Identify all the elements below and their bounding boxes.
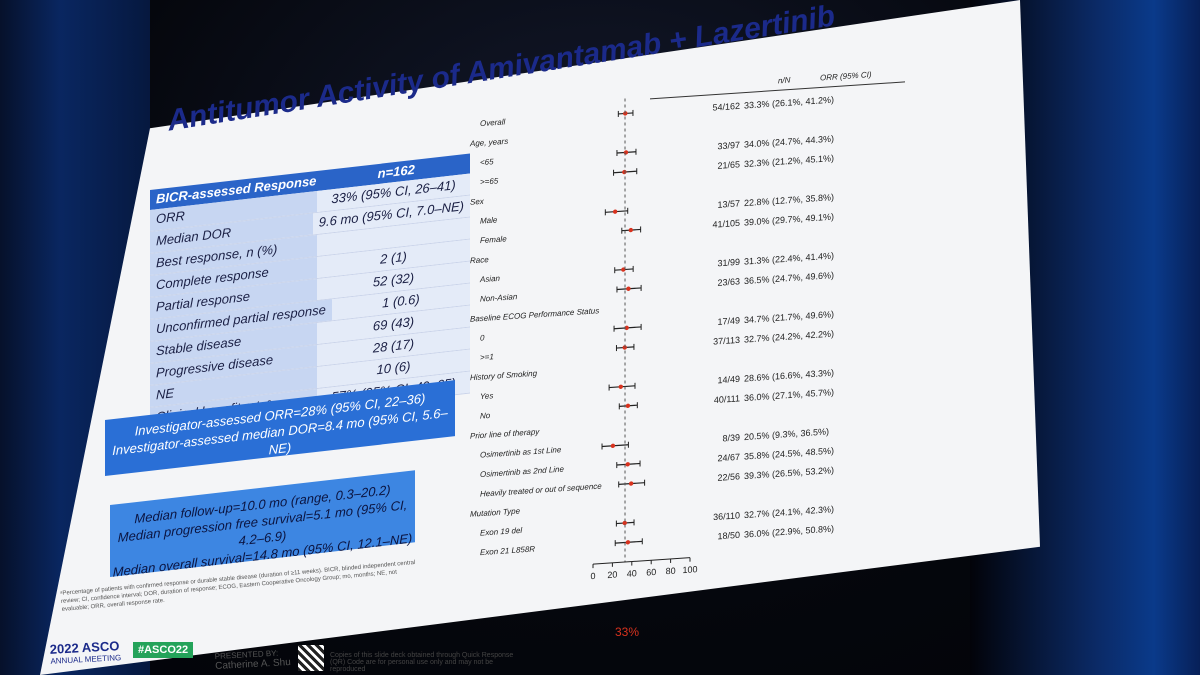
forest-axis-tick-label: 80 — [666, 566, 676, 577]
forest-point — [612, 209, 618, 214]
forest-nN: 24/67 — [717, 452, 740, 463]
forest-x-axis — [593, 557, 690, 565]
forest-row-label: Exon 19 del — [480, 526, 522, 538]
forest-row-label: Overall — [480, 117, 506, 128]
forest-nN: 14/49 — [717, 374, 740, 385]
forest-ci-line — [602, 444, 629, 448]
forest-nN: 13/57 — [717, 198, 740, 209]
forest-orr-ci: 39.0% (29.7%, 49.1%) — [744, 212, 834, 228]
forest-row-label: Mutation Type — [470, 506, 521, 518]
forest-orr-ci: 32.7% (24.1%, 42.3%) — [744, 504, 834, 520]
forest-orr-ci: 36.0% (27.1%, 45.7%) — [744, 387, 834, 403]
forest-axis-tick-label: 40 — [627, 568, 637, 579]
forest-point — [626, 286, 631, 291]
forest-row-label: Osimertinib as 2nd Line — [480, 465, 565, 480]
forest-axis-tick-label: 20 — [607, 570, 617, 581]
forest-point — [621, 267, 626, 272]
qr-code-icon — [298, 645, 324, 671]
forest-axis-tick-label: 60 — [646, 567, 656, 578]
forest-nN: 21/65 — [717, 159, 740, 170]
forest-row-label: Sex — [470, 197, 485, 207]
forest-orr-ci: 39.3% (26.5%, 53.2%) — [744, 465, 834, 481]
forest-nN: 23/63 — [717, 276, 740, 287]
forest-nN: 17/49 — [717, 315, 740, 326]
forest-row-label: Non-Asian — [480, 292, 518, 304]
copies-note: Copies of this slide deck obtained throu… — [330, 652, 514, 673]
forest-nN: 54/162 — [712, 101, 740, 113]
forest-orr-ci: 20.5% (9.3%, 36.5%) — [744, 426, 829, 442]
forest-point — [622, 169, 627, 175]
forest-nN: 22/56 — [717, 471, 740, 482]
forest-row-label: Prior line of therapy — [470, 427, 540, 441]
forest-point — [622, 520, 627, 526]
forest-row-label: Yes — [480, 391, 493, 401]
forest-orr-ci: 34.7% (21.7%, 49.6%) — [744, 309, 834, 325]
forest-nN: 31/99 — [717, 257, 740, 268]
forest-axis-tick-label: 0 — [590, 571, 595, 581]
forest-nN: 37/113 — [713, 335, 740, 347]
forest-header-rule — [650, 81, 905, 100]
forest-nN: 33/97 — [717, 140, 740, 151]
forest-point — [625, 462, 630, 467]
hashtag-badge: #ASCO22 — [133, 642, 194, 658]
forest-nN: 36/110 — [713, 510, 740, 522]
forest-header-orr: ORR (95% CI) — [820, 70, 872, 82]
forest-row-label: No — [480, 411, 491, 421]
forest-row-label: >=1 — [480, 352, 494, 362]
forest-row-label: Asian — [479, 274, 501, 284]
forest-row-label: >=65 — [480, 176, 499, 186]
forest-nN: 40/111 — [714, 393, 740, 405]
forest-row-label: 0 — [480, 333, 485, 342]
forest-orr-ci: 22.8% (12.7%, 35.8%) — [744, 192, 834, 208]
forest-row-label: Exon 21 L858R — [480, 544, 535, 557]
forest-orr-ci: 35.8% (24.5%, 48.5%) — [744, 446, 834, 462]
forest-point — [623, 111, 628, 116]
forest-orr-ci: 28.6% (16.6%, 43.3%) — [744, 368, 834, 384]
forest-header-nN: n/N — [778, 75, 791, 85]
forest-orr-ci: 36.5% (24.7%, 49.6%) — [744, 270, 834, 286]
forest-row-label: Heavily treated or out of sequence — [480, 482, 602, 499]
forest-row-label: Male — [480, 215, 498, 225]
forest-point — [625, 403, 631, 408]
forest-nN: 8/39 — [722, 432, 740, 443]
forest-orr-ci: 32.3% (21.2%, 45.1%) — [744, 153, 834, 169]
forest-row-label: Race — [470, 255, 489, 265]
forest-orr-ci: 32.7% (24.2%, 42.2%) — [744, 329, 834, 345]
forest-point — [625, 540, 631, 545]
forest-point — [628, 227, 634, 233]
forest-row-label: Baseline ECOG Performance Status — [470, 306, 599, 324]
forest-row-label: History of Smoking — [470, 369, 538, 382]
forest-nN: 18/50 — [717, 530, 740, 541]
forest-point — [628, 481, 634, 486]
forest-point — [610, 443, 616, 448]
forest-axis-tick-label: 100 — [682, 564, 697, 575]
forest-orr-ci: 34.0% (24.7%, 44.3%) — [744, 134, 834, 150]
forest-point — [618, 384, 623, 389]
forest-orr-ci: 33.3% (26.1%, 41.2%) — [744, 95, 834, 111]
forest-row-label: <65 — [480, 157, 494, 167]
forest-row-label: Female — [480, 234, 507, 245]
forest-row-label: Age, years — [469, 137, 508, 149]
forest-orr-ci: 31.3% (22.4%, 41.4%) — [744, 251, 834, 267]
forest-point — [623, 150, 629, 155]
forest-row-label: Osimertinib as 1st Line — [480, 445, 562, 459]
forest-orr-ci: 36.0% (22.9%, 50.8%) — [744, 524, 834, 540]
forest-point — [624, 325, 629, 331]
reference-label: 33% — [615, 625, 640, 639]
forest-nN: 41/105 — [712, 218, 740, 230]
